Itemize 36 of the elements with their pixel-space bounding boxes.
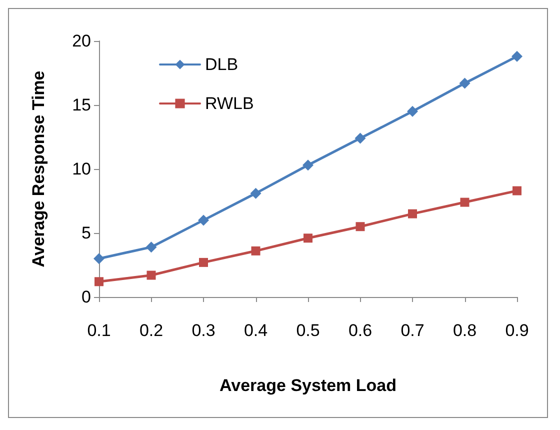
x-tick-label: 0.3 xyxy=(192,321,216,340)
y-tick-label: 15 xyxy=(72,96,91,114)
point xyxy=(302,160,314,171)
x-tick-label: 0.1 xyxy=(87,321,111,340)
y-tick-label: 5 xyxy=(82,224,91,242)
point xyxy=(94,253,104,264)
x-tick-label: 0.8 xyxy=(452,321,477,340)
y-axis-title: Average Response Time xyxy=(29,70,48,268)
point xyxy=(146,242,157,253)
point xyxy=(407,106,418,117)
point xyxy=(408,209,417,218)
y-tick-label: 0 xyxy=(82,288,91,306)
x-axis-title: Average System Load xyxy=(220,376,396,395)
x-tick-label: 0.5 xyxy=(296,321,320,340)
y-tick-label: 20 xyxy=(72,32,91,50)
point xyxy=(250,188,262,199)
point xyxy=(459,78,470,89)
legend-label: RWLB xyxy=(205,94,254,113)
point xyxy=(251,246,260,256)
point xyxy=(356,222,365,232)
x-tick-label: 0.2 xyxy=(139,321,164,340)
point xyxy=(512,50,522,62)
x-tick-label: 0.7 xyxy=(400,321,424,340)
point xyxy=(94,277,104,286)
point xyxy=(460,198,470,207)
point xyxy=(199,258,208,267)
x-tick-label: 0.9 xyxy=(505,321,529,340)
legend-label: DLB xyxy=(205,55,238,74)
x-tick-label: 0.6 xyxy=(348,321,372,340)
point xyxy=(512,186,522,196)
point xyxy=(198,214,209,226)
point xyxy=(354,132,366,144)
y-tick-label: 10 xyxy=(72,160,91,178)
point xyxy=(146,270,156,280)
point xyxy=(304,234,312,243)
x-tick-label: 0.4 xyxy=(244,321,268,340)
